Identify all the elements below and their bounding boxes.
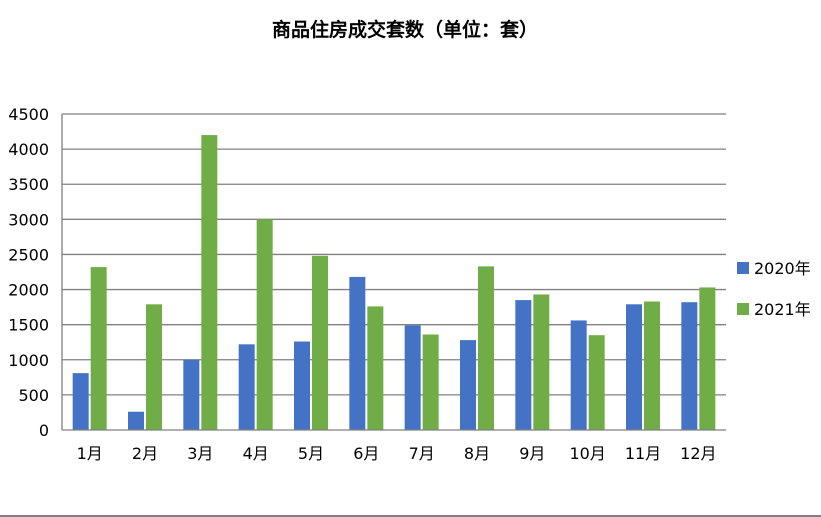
x-tick-label: 6月 <box>353 444 379 463</box>
x-tick-label: 10月 <box>569 444 605 463</box>
axes <box>61 114 726 431</box>
y-tick-label: 3500 <box>8 175 49 194</box>
x-tick-label: 2月 <box>132 444 158 463</box>
x-axis-tick-labels: 1月 2月 3月 4月 5月 6月 7月 8月 9月 10月 11月 12月 <box>77 444 717 463</box>
bar-series2 <box>533 294 550 430</box>
y-tick-label: 3000 <box>8 210 49 229</box>
y-tick-label: 1500 <box>8 316 49 335</box>
y-tick-label: 4000 <box>8 140 49 159</box>
legend-swatch <box>737 262 749 274</box>
bar-series1 <box>294 341 310 430</box>
x-tick-label: 8月 <box>464 444 490 463</box>
bar-series2 <box>312 255 328 430</box>
bar-series2 <box>367 306 384 430</box>
bar-series1 <box>515 300 532 430</box>
y-tick-label: 1000 <box>8 351 49 370</box>
bar-series1 <box>404 325 421 430</box>
bar-series2 <box>90 267 107 430</box>
bar-series2 <box>256 219 273 430</box>
bar-series2 <box>201 135 218 431</box>
y-tick-label: 2500 <box>8 245 49 264</box>
y-tick-label: 500 <box>18 386 49 405</box>
x-tick-label: 4月 <box>243 444 269 463</box>
y-tick-label: 2000 <box>8 281 49 300</box>
y-tick-label: 4500 <box>8 105 49 124</box>
x-tick-label: 3月 <box>187 444 213 463</box>
x-tick-label: 5月 <box>298 444 324 463</box>
bar-series1 <box>681 302 698 430</box>
x-tick-label: 1月 <box>77 444 103 463</box>
bars <box>72 135 716 431</box>
bar-series1 <box>238 344 255 430</box>
bar-series1 <box>128 411 144 430</box>
bar-series1 <box>183 359 200 430</box>
gridlines <box>62 113 726 396</box>
bar-series2 <box>588 335 605 430</box>
legend-label: 2020年 <box>754 259 811 278</box>
chart-title: 商品住房成交套数（单位：套） <box>272 18 538 41</box>
bar-series1 <box>460 340 476 430</box>
legend-swatch <box>737 303 749 315</box>
bar-series1 <box>72 373 89 430</box>
bar-series2 <box>146 304 162 430</box>
bar-series2 <box>699 287 716 430</box>
x-tick-label: 11月 <box>625 444 661 463</box>
x-tick-label: 12月 <box>680 444 716 463</box>
bar-series2 <box>422 334 439 430</box>
bar-series2 <box>644 301 660 430</box>
legend-label: 2021年 <box>754 300 811 319</box>
x-tick-label: 7月 <box>409 444 435 463</box>
bar-series2 <box>478 266 494 430</box>
y-tick-label: 0 <box>39 421 49 440</box>
x-tick-label: 9月 <box>519 444 545 463</box>
bar-series1 <box>349 276 366 430</box>
bar-series1 <box>570 320 587 430</box>
legend: 2020年 2021年 <box>737 259 811 319</box>
y-axis-tick-labels: 0 500 1000 1500 2000 2500 3000 3500 4000 4500 <box>8 105 49 440</box>
bar-series1 <box>626 304 642 430</box>
